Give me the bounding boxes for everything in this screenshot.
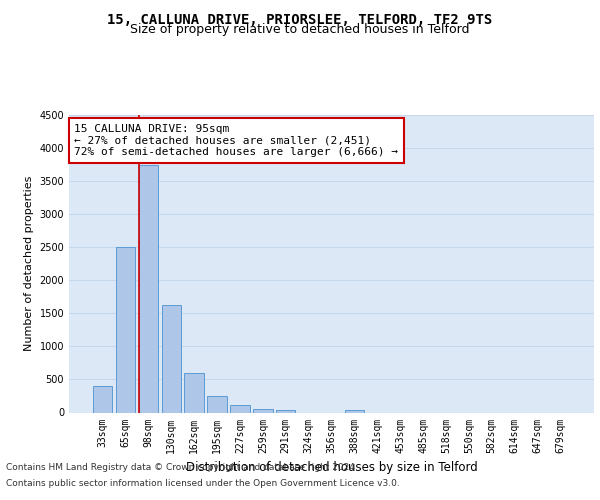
- Text: Contains HM Land Registry data © Crown copyright and database right 2024.: Contains HM Land Registry data © Crown c…: [6, 464, 358, 472]
- Text: Size of property relative to detached houses in Telford: Size of property relative to detached ho…: [130, 22, 470, 36]
- Bar: [276, 410, 295, 412]
- Text: Contains public sector information licensed under the Open Government Licence v3: Contains public sector information licen…: [6, 478, 400, 488]
- Bar: [161, 305, 181, 412]
- X-axis label: Distribution of detached houses by size in Telford: Distribution of detached houses by size …: [185, 461, 478, 474]
- Bar: [184, 373, 204, 412]
- Y-axis label: Number of detached properties: Number of detached properties: [24, 176, 34, 352]
- Bar: [344, 410, 364, 412]
- Bar: [208, 396, 227, 412]
- Bar: [230, 405, 250, 412]
- Text: 15 CALLUNA DRIVE: 95sqm
← 27% of detached houses are smaller (2,451)
72% of semi: 15 CALLUNA DRIVE: 95sqm ← 27% of detache…: [74, 124, 398, 157]
- Bar: [116, 247, 135, 412]
- Bar: [139, 164, 158, 412]
- Bar: [93, 386, 112, 412]
- Bar: [253, 409, 272, 412]
- Text: 15, CALLUNA DRIVE, PRIORSLEE, TELFORD, TF2 9TS: 15, CALLUNA DRIVE, PRIORSLEE, TELFORD, T…: [107, 12, 493, 26]
